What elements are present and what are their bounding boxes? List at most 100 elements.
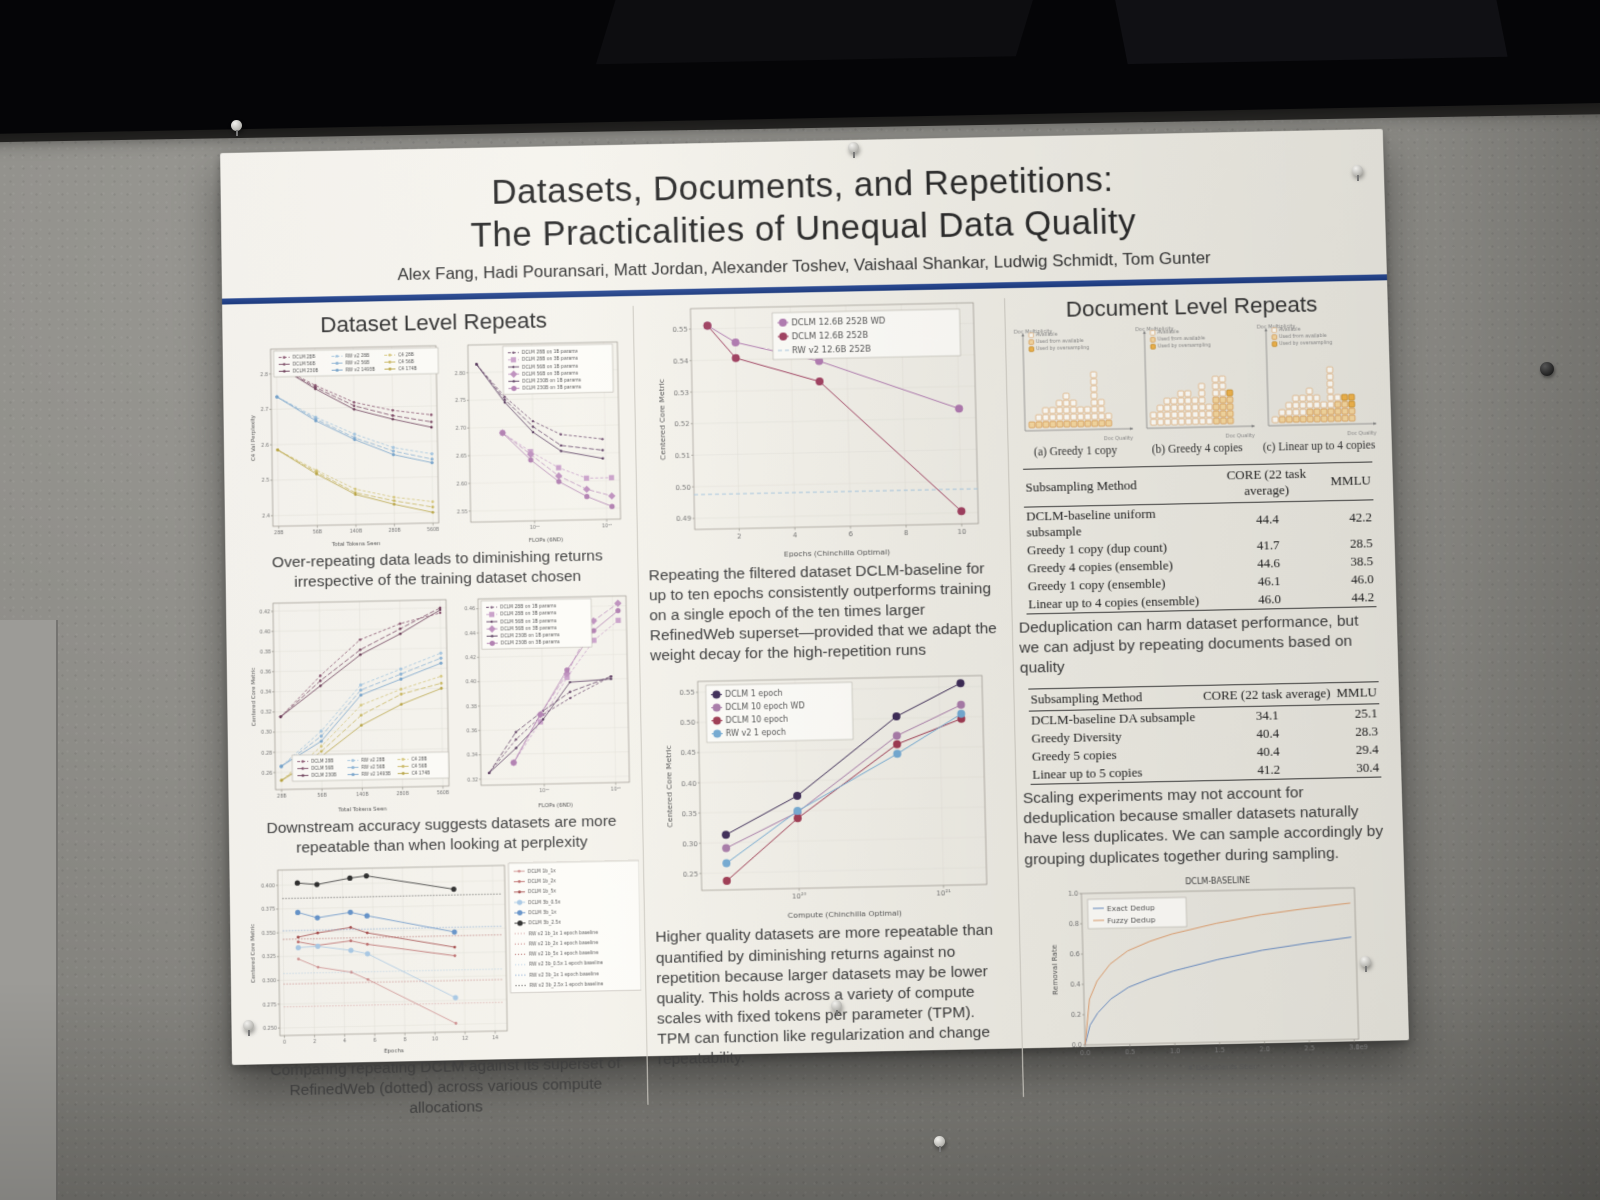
svg-text:RW v2 1b_1x 1 epoch baseline: RW v2 1b_1x 1 epoch baseline xyxy=(529,930,599,938)
svg-text:0.0: 0.0 xyxy=(1080,1049,1091,1057)
diagram-caption-c: (c) Linear up to 4 copies xyxy=(1262,439,1376,454)
svg-text:DCLM 56B on 3B params: DCLM 56B on 3B params xyxy=(522,370,579,377)
svg-text:2.5: 2.5 xyxy=(262,478,270,484)
svg-text:Used from available: Used from available xyxy=(1279,333,1327,340)
subsampling-table-1: Subsampling Method CORE (22 task average)… xyxy=(1023,461,1377,615)
caption-downstream-accuracy: Downstream accuracy suggests datasets ar… xyxy=(266,813,617,857)
svg-text:Used by oversampling: Used by oversampling xyxy=(1158,343,1211,350)
doc-multiplicity-diagrams: Doc Multiplicity Doc Quality Available Used… xyxy=(1010,320,1378,459)
svg-text:DCLM 28B on 1B params: DCLM 28B on 1B params xyxy=(500,604,557,611)
svg-text:DCLM 3b_1x: DCLM 3b_1x xyxy=(528,910,556,917)
svg-text:2.70: 2.70 xyxy=(456,426,467,432)
svg-text:Available: Available xyxy=(1157,330,1179,336)
svg-text:Available: Available xyxy=(1279,327,1301,333)
svg-text:0.45: 0.45 xyxy=(680,750,696,758)
wall-knob xyxy=(1540,362,1554,376)
svg-text:0.38: 0.38 xyxy=(259,650,270,656)
chart-flops-perplexity: 2.55 2.60 2.65 2.70 2.75 2.80 10²² 10²³ DCLM 28B… xyxy=(445,336,626,547)
svg-text:DCLM 230B on 1B params: DCLM 230B on 1B params xyxy=(500,633,560,640)
pushpin xyxy=(848,142,860,160)
svg-text:10²¹: 10²¹ xyxy=(936,890,951,898)
section-heading-dataset-level-repeats: Dataset Level Repeats xyxy=(320,307,548,338)
svg-text:0: 0 xyxy=(283,1040,286,1046)
svg-text:RW v2 1493B: RW v2 1493B xyxy=(361,772,390,779)
svg-text:140B: 140B xyxy=(356,792,369,798)
svg-text:0.52: 0.52 xyxy=(674,420,690,428)
svg-text:C4 56B: C4 56B xyxy=(411,764,427,770)
svg-text:0.51: 0.51 xyxy=(675,452,691,460)
svg-text:C4 Val Perplexity: C4 Val Perplexity xyxy=(250,414,257,461)
svg-text:RW v2 1b_5x 1 epoch baseline: RW v2 1b_5x 1 epoch baseline xyxy=(529,950,599,958)
poster: Datasets, Documents, and Repetitions: Th… xyxy=(220,128,1410,1117)
svg-text:Used by oversampling: Used by oversampling xyxy=(1036,345,1089,352)
svg-text:1e9: 1e9 xyxy=(1356,1043,1369,1051)
svg-text:DCLM-BASELINE: DCLM-BASELINE xyxy=(1185,876,1250,886)
svg-text:28B: 28B xyxy=(274,530,283,536)
chart-row-epochs: 0.250 0.275 0.300 0.325 0.350 0.375 0.400 0 2 4 6 8… xyxy=(245,857,642,1059)
svg-text:DCLM 230B: DCLM 230B xyxy=(293,368,318,375)
svg-text:8: 8 xyxy=(403,1037,406,1043)
svg-text:RW v2 56B: RW v2 56B xyxy=(345,360,369,366)
svg-text:C4 174B: C4 174B xyxy=(398,366,417,372)
svg-text:DCLM 28B on 1B params: DCLM 28B on 1B params xyxy=(522,349,579,356)
chart-core-vs-tokens: 0.26 0.28 0.30 0.32 0.34 0.36 0.38 0.40 0.42 28B 5… xyxy=(245,594,453,817)
pushpin xyxy=(1360,956,1372,974)
svg-text:0.55: 0.55 xyxy=(672,325,688,333)
svg-text:1.0: 1.0 xyxy=(1170,1047,1181,1055)
svg-text:Fuzzy Dedup: Fuzzy Dedup xyxy=(1107,915,1156,925)
svg-text:0.38: 0.38 xyxy=(466,704,477,710)
svg-text:0.42: 0.42 xyxy=(465,656,476,662)
svg-text:0.300: 0.300 xyxy=(262,978,276,984)
chart-c4-val-perplexity: 2.4 2.5 2.6 2.7 2.8 28B 56B 140B 280B 560B DCLM 28… xyxy=(246,339,445,550)
svg-text:0.46: 0.46 xyxy=(464,607,475,613)
svg-text:DCLM 10 epoch: DCLM 10 epoch xyxy=(725,716,788,726)
svg-text:0.50: 0.50 xyxy=(675,483,691,491)
svg-text:FLOPs (6ND): FLOPs (6ND) xyxy=(538,803,572,810)
svg-text:0.2: 0.2 xyxy=(1071,1011,1082,1019)
svg-text:C4 174B: C4 174B xyxy=(411,771,429,777)
svg-text:DCLM 1 epoch: DCLM 1 epoch xyxy=(725,690,783,700)
svg-text:10²²: 10²² xyxy=(539,789,549,795)
svg-text:6: 6 xyxy=(373,1038,376,1044)
svg-text:RW v2 1 epoch: RW v2 1 epoch xyxy=(726,729,786,739)
svg-text:4: 4 xyxy=(343,1039,346,1045)
svg-text:Doc Multiplicity: Doc Multiplicity xyxy=(1135,326,1174,333)
chart-core-vs-flops: 0.32 0.34 0.36 0.38 0.40 0.42 0.44 0.46 10²² 10²³… xyxy=(454,590,634,812)
svg-text:RW v2 28B: RW v2 28B xyxy=(361,758,385,765)
chart-compute-chinchilla: 0.25 0.30 0.35 0.40 0.45 0.50 0.55 10²⁰ 10²¹ DCLM… xyxy=(661,666,997,924)
svg-text:RW v2 1493B: RW v2 1493B xyxy=(346,367,376,374)
svg-text:10: 10 xyxy=(432,1037,438,1043)
chart-epochs-chinchilla: 0.49 0.50 0.51 0.52 0.53 0.54 0.55 2 4 6 8 10 DCLM 1… xyxy=(654,292,989,562)
section-heading-document-level-repeats: Document Level Repeats xyxy=(1065,291,1318,322)
svg-text:2.8: 2.8 xyxy=(260,372,268,378)
svg-text:0.26: 0.26 xyxy=(261,771,272,777)
svg-text:2: 2 xyxy=(313,1039,316,1045)
svg-text:1.5: 1.5 xyxy=(1215,1046,1226,1054)
svg-text:0.40: 0.40 xyxy=(259,630,270,636)
ceiling-beam xyxy=(1112,0,1508,65)
svg-text:DCLM 1b_1x: DCLM 1b_1x xyxy=(528,868,556,875)
pushpin xyxy=(1352,165,1364,183)
svg-text:Available: Available xyxy=(1036,332,1058,338)
chart-row-core-metric: 0.26 0.28 0.30 0.32 0.34 0.36 0.38 0.40 0.42 28B 5… xyxy=(242,590,638,817)
svg-text:0.350: 0.350 xyxy=(262,931,276,937)
svg-text:2.0: 2.0 xyxy=(1259,1045,1270,1053)
svg-text:0.400: 0.400 xyxy=(261,883,275,889)
chart-epochs-core-metric: 0.250 0.275 0.300 0.325 0.350 0.375 0.400 0 2 4 6 8… xyxy=(245,857,642,1059)
svg-text:10²³: 10²³ xyxy=(602,523,612,529)
ceiling-beam xyxy=(595,0,1044,65)
svg-text:0.6: 0.6 xyxy=(1069,950,1080,958)
svg-text:2.6: 2.6 xyxy=(261,442,269,448)
column-document-level-repeats: Document Level Repeats Doc Multiplicity D… xyxy=(1009,284,1397,1110)
pushpin xyxy=(934,1136,946,1154)
chart-dclm-baseline-dedup: 0.0 0.2 0.4 0.6 0.8 1.0 0.0 0.5 1.0 1.5 2.0 2.5 3.0 E… xyxy=(1047,869,1372,1076)
svg-text:0.36: 0.36 xyxy=(466,729,477,735)
svg-text:DCLM 56B: DCLM 56B xyxy=(311,766,333,773)
svg-text:RW v2 1b_2x 1 epoch baseline: RW v2 1b_2x 1 epoch baseline xyxy=(529,940,599,948)
svg-text:280B: 280B xyxy=(396,792,409,798)
subsampling-table-2: Subsampling Method CORE (22 task average)… xyxy=(1028,681,1382,786)
diagram-caption-b: (b) Greedy 4 copies xyxy=(1151,442,1243,456)
paragraph-deduplication-harm: Deduplication can harm dataset performan… xyxy=(1018,612,1359,677)
pushpin xyxy=(243,1020,255,1038)
